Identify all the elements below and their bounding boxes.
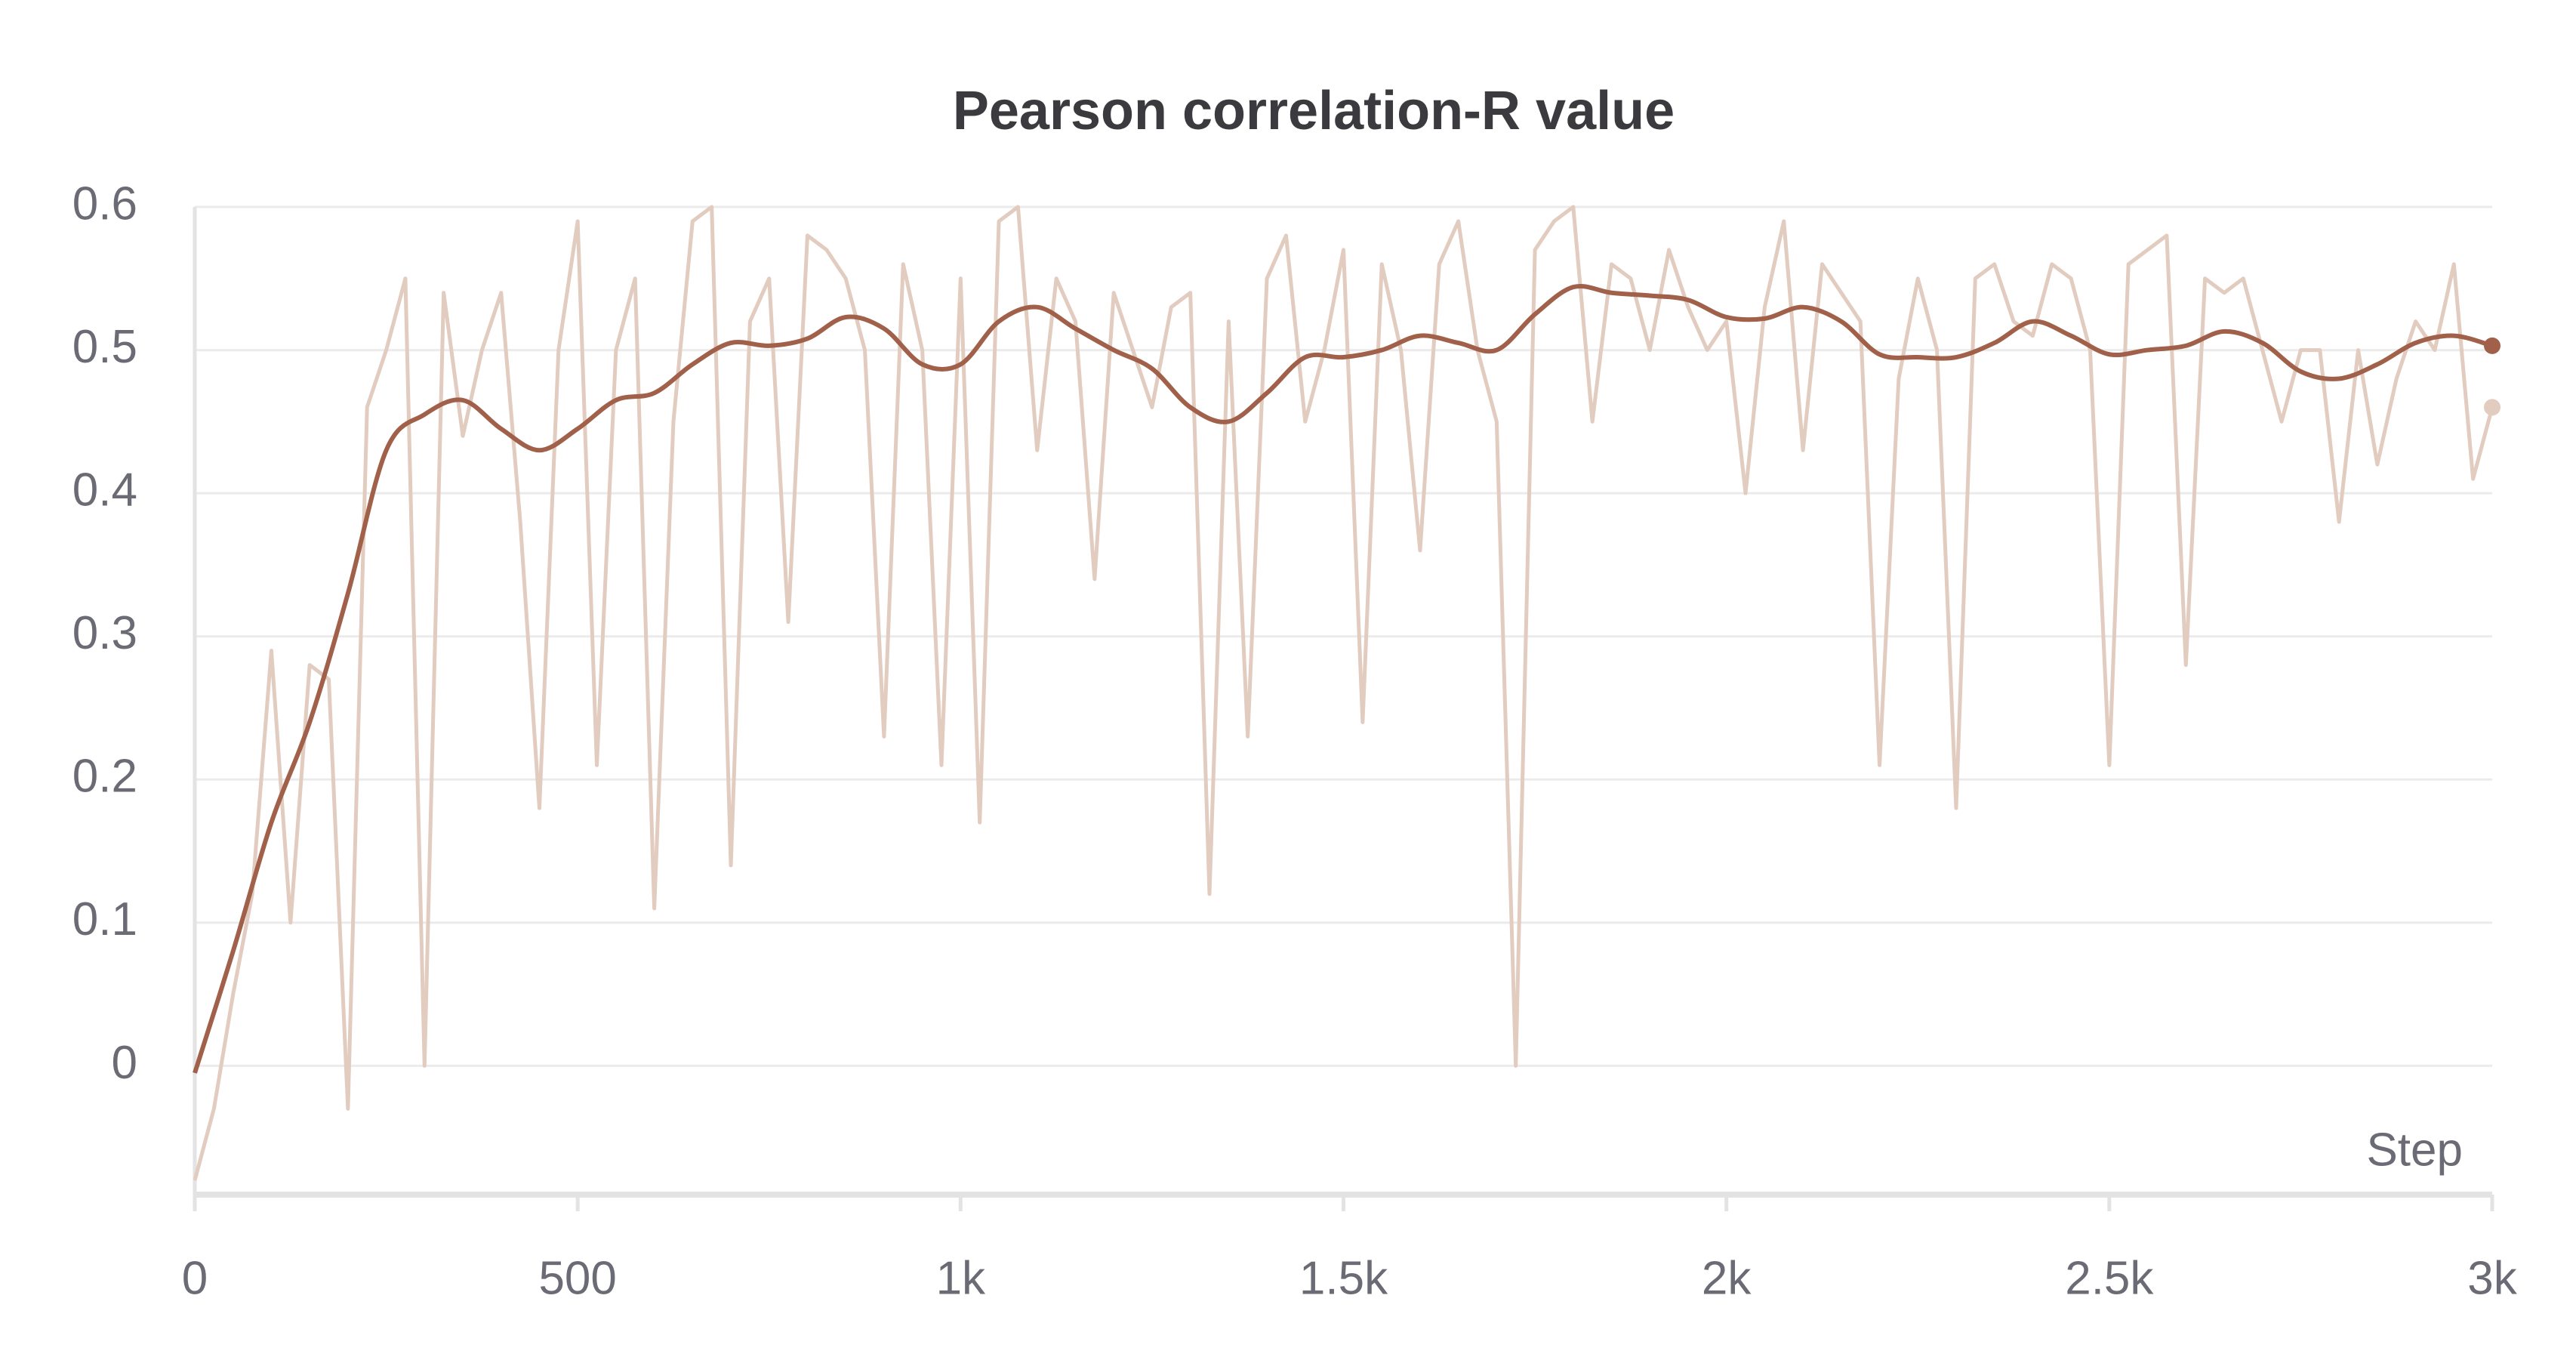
y-tick-label: 0.5 — [72, 321, 137, 373]
x-tick-label: 1k — [936, 1252, 986, 1304]
raw-line — [193, 205, 2494, 1181]
y-tick-label: 0 — [112, 1037, 137, 1089]
chart-title: Pearson correlation-R value — [953, 81, 1675, 141]
y-tick-label: 0.3 — [72, 607, 137, 659]
x-axis-label: Step — [2366, 1124, 2463, 1176]
smoothed-line — [193, 284, 2493, 1074]
x-tick-label: 3k — [2467, 1252, 2517, 1304]
y-tick-label: 0.4 — [72, 464, 137, 517]
y-tick-label: 0.2 — [72, 751, 137, 803]
end-point — [2484, 399, 2501, 416]
x-tick-label: 2.5k — [2065, 1252, 2154, 1304]
x-tick-label: 2k — [1702, 1252, 1752, 1304]
y-tick-label: 0.6 — [72, 177, 137, 230]
x-tick-label: 500 — [538, 1252, 616, 1304]
x-tick-label: 0 — [182, 1252, 208, 1304]
y-tick-label: 0.1 — [72, 893, 137, 945]
end-point — [2484, 337, 2501, 354]
x-tick-label: 1.5k — [1299, 1252, 1388, 1304]
